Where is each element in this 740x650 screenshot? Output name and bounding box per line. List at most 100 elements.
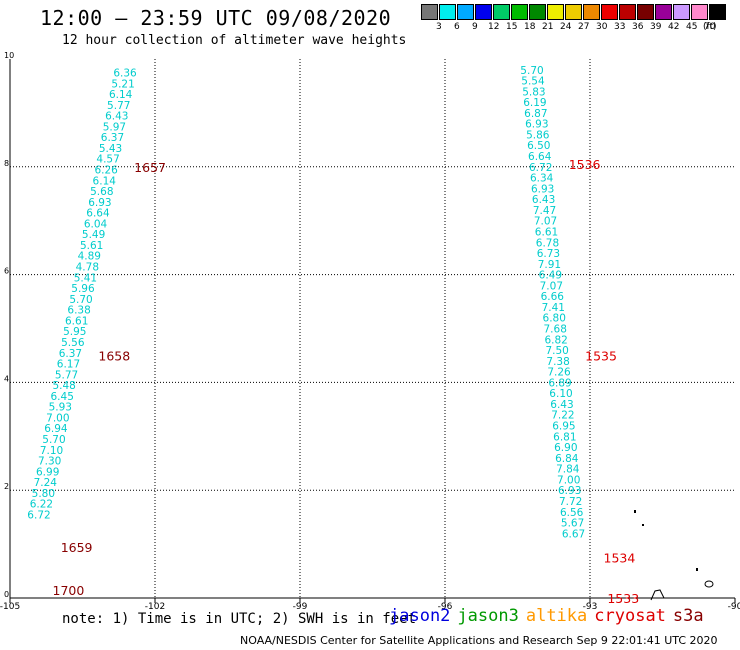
y-tick-label: 2: [4, 482, 9, 491]
wave-height-label: 5.70: [69, 294, 92, 306]
wave-height-label: 6.10: [549, 388, 572, 400]
scale-swatch: [457, 4, 474, 20]
wave-height-label: 6.37: [59, 348, 82, 360]
wave-height-label: 5.77: [55, 369, 78, 381]
wave-height-label: 7.00: [557, 474, 580, 486]
scale-swatch: [601, 4, 618, 20]
chart-subtitle: 12 hour collection of altimeter wave hei…: [62, 33, 407, 48]
x-tick-label: -96: [438, 602, 453, 612]
wave-height-label: 6.82: [544, 334, 567, 346]
scale-swatch: [583, 4, 600, 20]
y-tick-label: 4: [4, 374, 9, 383]
wave-height-label: 7.47: [533, 205, 556, 217]
coastline-fragment: [696, 568, 698, 571]
wave-height-label: 6.14: [93, 175, 117, 187]
scale-label: 6: [454, 22, 460, 32]
scale-unit: (ft): [703, 22, 717, 32]
wave-height-label: 6.95: [552, 421, 575, 433]
wave-height-label: 6.80: [543, 313, 566, 325]
wave-height-label: 7.84: [556, 464, 580, 476]
wave-height-label: 6.90: [554, 442, 577, 454]
wave-height-label: 6.87: [524, 108, 547, 120]
x-tick-label: -90: [728, 602, 740, 612]
wave-height-label: 6.34: [530, 173, 554, 185]
scale-swatch: [619, 4, 636, 20]
wave-height-label: 5.83: [522, 86, 545, 98]
scale-label: 33: [614, 22, 626, 32]
x-tick-label: -93: [583, 602, 598, 612]
footer-note: note: 1) Time is in UTC; 2) SWH is in fe…: [62, 611, 417, 627]
wave-height-label: 6.64: [528, 151, 552, 163]
scale-swatch: [655, 4, 672, 20]
wave-height-label: 6.93: [531, 183, 554, 195]
wave-height-label: 7.30: [38, 456, 61, 468]
wave-height-label: 7.41: [542, 302, 565, 314]
wave-height-label: 6.50: [527, 140, 550, 152]
pass-time-label: 1659: [61, 540, 93, 555]
wave-height-label: 6.38: [67, 305, 90, 317]
wave-height-label: 6.49: [539, 270, 562, 282]
scale-label: 27: [578, 22, 590, 32]
wave-height-label: 7.91: [538, 259, 561, 271]
scale-label: 21: [542, 22, 554, 32]
wave-height-label: 5.97: [103, 121, 126, 133]
wave-height-label: 5.67: [561, 518, 584, 530]
scale-swatch: [493, 4, 510, 20]
wave-height-label: 6.36: [113, 67, 137, 79]
wave-height-label: 5.49: [82, 229, 105, 241]
satellite-cryosat: cryosat: [594, 606, 666, 626]
wave-height-label: 4.78: [76, 262, 99, 274]
scale-label: 12: [488, 22, 500, 32]
scale-label: 39: [650, 22, 662, 32]
wave-height-label: 6.93: [525, 119, 548, 131]
scale-label: 9: [472, 22, 478, 32]
wave-height-label: 6.99: [36, 466, 59, 478]
scale-swatch: [529, 4, 546, 20]
pass-time-label: 1658: [98, 348, 130, 363]
pass-time-label: 1536: [569, 157, 601, 172]
scale-swatch: [547, 4, 564, 20]
scale-label: 42: [668, 22, 680, 32]
wave-height-label: 5.70: [520, 65, 543, 77]
wave-height-label: 5.21: [111, 78, 134, 90]
wave-height-label: 5.70: [42, 434, 65, 446]
scale-label: 15: [506, 22, 518, 32]
scale-label: 45: [686, 22, 698, 32]
wave-height-label: 6.81: [553, 431, 576, 443]
wave-height-label: 5.56: [61, 337, 85, 349]
wave-height-label: 5.86: [526, 129, 550, 141]
y-tick-label: 8: [4, 159, 9, 168]
x-tick-label: -102: [145, 602, 165, 612]
wave-height-label: 6.93: [558, 485, 581, 497]
wave-height-label: 6.72: [529, 162, 552, 174]
wave-height-label: 6.94: [44, 423, 68, 435]
coastline-fragment: [642, 524, 644, 526]
coastline-fragment: [650, 589, 665, 601]
satellite-s3a: s3a: [672, 606, 704, 626]
wave-height-label: 5.41: [74, 272, 97, 284]
coastline-fragment: [704, 580, 714, 588]
coastline-fragment: [634, 510, 636, 513]
satellite-jason2: jason2: [389, 606, 451, 626]
scale-swatch: [475, 4, 492, 20]
pass-time-label: 1535: [585, 348, 617, 363]
wave-height-label: 5.93: [49, 402, 72, 414]
wave-height-label: 6.61: [65, 315, 88, 327]
wave-height-label: 5.68: [90, 186, 113, 198]
y-tick-label: 6: [4, 267, 9, 276]
wave-height-label: 7.26: [547, 367, 571, 379]
wave-height-label: 5.61: [80, 240, 103, 252]
satellite-altika: altika: [525, 606, 588, 626]
wave-height-label: 7.68: [544, 324, 567, 336]
wave-height-label: 5.80: [32, 488, 55, 500]
color-scale-legend: 3 6 9 12 15 18 21 24 27 30 33 36 39 42 45 70 (ft): [421, 4, 730, 34]
wave-height-label: 7.50: [545, 345, 568, 357]
scale-swatch: [421, 4, 438, 20]
wave-height-label: 6.93: [88, 197, 111, 209]
scale-label: 18: [524, 22, 536, 32]
wave-height-label: 5.54: [521, 76, 545, 88]
wave-height-label: 7.24: [34, 477, 58, 489]
scale-label: 36: [632, 22, 644, 32]
satellite-legend: jason2 jason3 altika cryosat s3a: [389, 606, 711, 626]
wave-height-label: 6.19: [523, 97, 546, 109]
